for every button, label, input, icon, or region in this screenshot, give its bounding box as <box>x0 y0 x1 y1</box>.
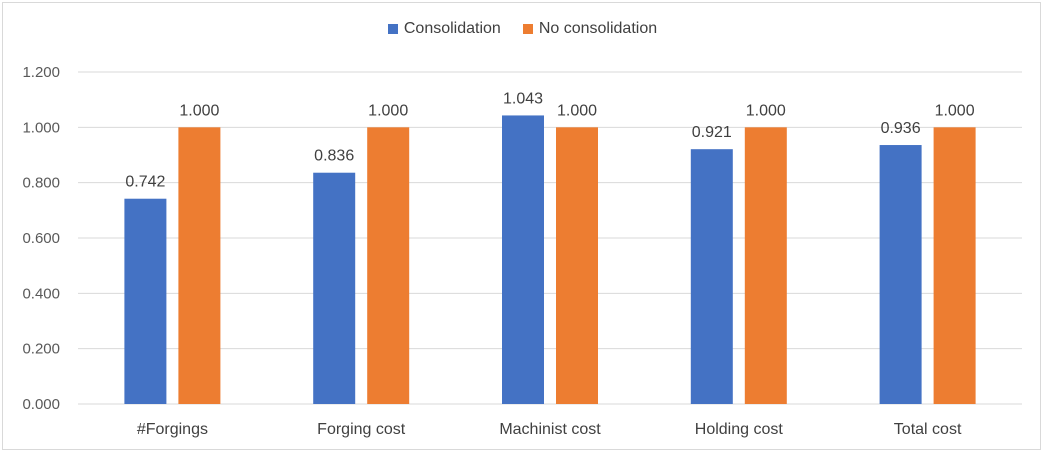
data-label: 0.936 <box>881 120 921 137</box>
data-label: 1.043 <box>503 90 543 107</box>
y-tick-label: 0.800 <box>22 175 60 192</box>
y-tick-label: 0.400 <box>22 285 60 302</box>
bar-consolidation <box>313 172 356 404</box>
bar-consolidation <box>124 198 167 404</box>
data-label: 1.000 <box>179 102 219 119</box>
x-tick-label: Forging cost <box>317 421 406 438</box>
x-tick-label: Machinist cost <box>499 421 601 438</box>
bar-consolidation <box>879 145 922 405</box>
legend-swatch-consolidation <box>387 24 398 34</box>
bar-no-consolidation <box>933 127 976 404</box>
legend-item-consolidation: Consolidation <box>387 20 501 38</box>
bar-no-consolidation <box>367 127 410 404</box>
bar-consolidation <box>502 115 544 404</box>
x-tick-label: Total cost <box>894 421 962 438</box>
data-label: 0.836 <box>314 148 354 165</box>
y-tick-label: 0.000 <box>22 396 60 413</box>
data-label: 0.742 <box>125 174 165 191</box>
data-label: 1.000 <box>935 102 975 119</box>
legend: Consolidation No consolidation <box>0 20 1045 38</box>
y-tick-label: 1.200 <box>22 64 60 81</box>
legend-label-no-consolidation: No consolidation <box>538 20 658 37</box>
bar-consolidation <box>690 149 733 404</box>
bar-no-consolidation <box>178 127 221 404</box>
data-label: 1.000 <box>368 102 408 119</box>
legend-label-consolidation: Consolidation <box>403 20 501 37</box>
x-tick-label: #Forgings <box>137 421 208 438</box>
y-tick-label: 1.000 <box>22 119 60 136</box>
data-label: 1.000 <box>746 102 786 119</box>
bar-no-consolidation <box>744 127 787 404</box>
bar-no-consolidation <box>556 127 598 404</box>
legend-item-no-consolidation: No consolidation <box>522 20 658 38</box>
legend-swatch-no-consolidation <box>522 24 533 34</box>
x-tick-label: Holding cost <box>695 421 784 438</box>
data-label: 1.000 <box>557 102 597 119</box>
y-tick-label: 0.600 <box>22 230 60 247</box>
y-tick-label: 0.200 <box>22 341 60 358</box>
data-label: 0.921 <box>692 124 732 141</box>
